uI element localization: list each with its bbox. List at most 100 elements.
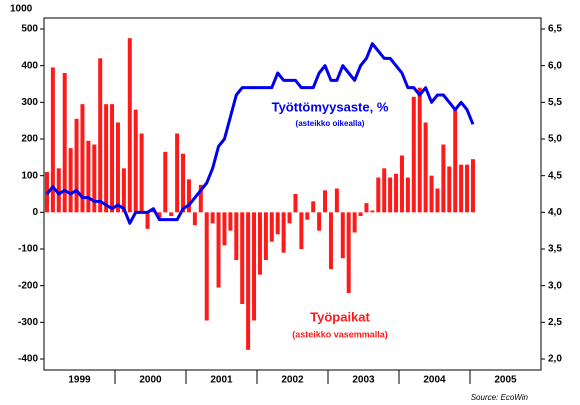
bar [405,177,410,213]
y-tick-label: 200 [21,134,38,145]
bar [399,155,404,213]
bar [163,151,168,213]
bar [216,212,221,288]
bar [246,212,251,350]
bar [204,212,209,321]
y-tick-label: -100 [18,244,38,255]
bar [115,122,120,213]
bar [453,109,458,213]
y2-tick-label: 3,0 [548,280,562,291]
bar [394,173,399,213]
y-tick-label: -200 [18,280,38,291]
y2-tick-label: 2,0 [548,354,562,365]
bar [411,96,416,213]
y2-tick-label: 2,5 [548,317,562,328]
bar [470,159,475,213]
bar [175,133,180,213]
bar [74,118,79,213]
bar [92,144,97,213]
bar [222,212,227,246]
bar [127,38,132,213]
source: Source: EcoWin [471,393,529,402]
bar [252,212,257,321]
bar [257,212,262,275]
x-tick-label: 2005 [494,375,517,386]
bar [317,212,322,231]
bar [323,190,328,213]
bar [465,164,470,213]
x-tick-label: 1999 [68,375,91,386]
left-axis-unit: 1000 [10,4,33,15]
bar [435,188,440,213]
bar [364,203,369,213]
y-tick-label: 100 [21,170,38,181]
bar [104,104,109,213]
bar [441,144,446,213]
bar [181,153,186,213]
bar [186,179,191,213]
bar [334,188,339,213]
y-tick-label: 500 [21,24,38,35]
bar [133,109,138,213]
bar [417,87,422,213]
bar [370,210,375,213]
x-tick-label: 2000 [139,375,162,386]
bar [429,175,434,213]
x-tick-label: 2003 [352,375,375,386]
bar [240,212,245,304]
bar [311,201,316,213]
bar [228,212,233,231]
y2-tick-label: 3,5 [548,244,562,255]
legend-label: Työttömyysaste, % [272,99,389,114]
bar [110,104,115,213]
bar [98,58,103,213]
bar [68,148,73,213]
bar [340,212,345,259]
bar [263,212,268,260]
bar [192,212,197,226]
bar [121,168,126,213]
legend-note: (asteikko vasemmalla) [292,329,388,339]
bar [145,212,150,229]
plot-frame [43,17,542,371]
bar [275,212,280,235]
y2-tick-label: 4,5 [548,170,562,181]
bar [169,212,174,216]
y-tick-label: 400 [21,60,38,71]
y2-tick-label: 5,0 [548,134,562,145]
bar [62,73,67,213]
x-tick-label: 2002 [281,375,304,386]
bar [198,184,203,213]
bar [157,212,162,218]
line [45,42,475,225]
bar [305,212,310,220]
y-tick-label: 0 [32,207,38,218]
bar [139,133,144,213]
y2-tick-label: 6,5 [548,24,562,35]
bar [56,168,61,213]
y2-tick-label: 5,5 [548,97,562,108]
bar [382,168,387,213]
y-tick-label: -300 [18,317,38,328]
bar [80,104,85,213]
bar [281,212,286,253]
bar [459,164,464,213]
bar [388,177,393,213]
bar [423,122,428,213]
x-tick-label: 2001 [210,375,233,386]
bar [234,212,239,260]
y-tick-label: 300 [21,97,38,108]
bar [447,166,452,213]
bar [358,212,363,216]
bar [352,212,357,233]
legend-note: (asteikko oikealla) [296,119,365,128]
legend-label: Työpaikat [310,309,370,324]
bar [328,212,333,270]
bar [269,212,274,242]
y-tick-label: -400 [18,354,38,365]
bar [50,67,55,213]
x-tick-label: 2004 [423,375,446,386]
bar [376,177,381,213]
bar [287,212,292,224]
